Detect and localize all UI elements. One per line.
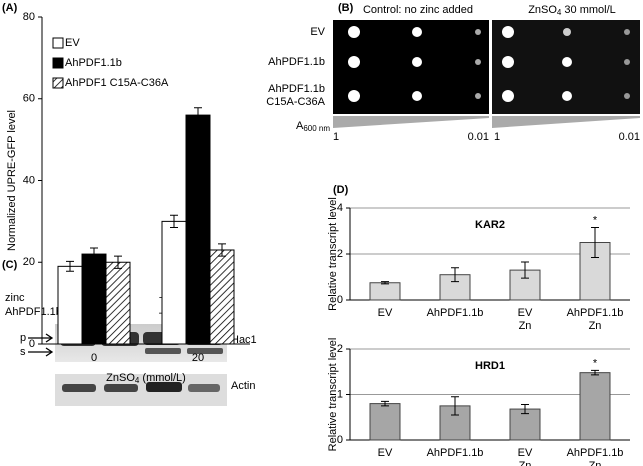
x-tick-label: EV xyxy=(378,307,393,319)
legend-swatch xyxy=(52,57,64,69)
y-tick-label: 2 xyxy=(337,248,343,260)
row-label: AhPDF1.1b xyxy=(5,306,62,318)
error-bar xyxy=(66,260,74,272)
legend-swatch xyxy=(52,77,64,89)
colonies xyxy=(348,26,630,102)
x-axis-label-part: 4 xyxy=(135,376,140,385)
dilution-wedge xyxy=(492,116,640,128)
annotation: * xyxy=(593,214,598,226)
y-axis-label: Relative transcript level xyxy=(327,197,339,311)
dilution-label: 1 xyxy=(494,131,500,143)
error-bar xyxy=(381,281,389,285)
gel-bands xyxy=(62,382,220,392)
y-tick-label: 20 xyxy=(23,256,35,268)
row-label: zinc xyxy=(5,292,25,304)
x-tick-label: Zn xyxy=(589,320,602,332)
absorbance-label: A600 nm xyxy=(296,120,330,133)
dilution-wedge xyxy=(333,116,489,128)
x-tick-label: Zn xyxy=(519,320,532,332)
bar xyxy=(161,220,187,345)
panel-label: (D) xyxy=(333,184,349,196)
bar xyxy=(57,265,83,345)
y-tick-label: 1 xyxy=(337,388,343,400)
dilution-label: 0.01 xyxy=(468,131,489,143)
bar xyxy=(579,372,611,441)
bar xyxy=(369,282,401,301)
x-tick-label: AhPDF1.1b xyxy=(567,307,624,319)
band-label: s xyxy=(20,346,26,358)
strain-label: C15A-C36A xyxy=(266,96,325,108)
y-tick-label: 80 xyxy=(23,11,35,23)
x-tick-label: 0 xyxy=(91,352,97,364)
x-axis-label-part: (mmol/L) xyxy=(139,372,185,384)
error-bar xyxy=(194,107,202,123)
error-bar xyxy=(521,261,529,279)
bar xyxy=(81,253,107,345)
legend-label: EV xyxy=(65,37,80,49)
y-tick-label: 60 xyxy=(23,93,35,105)
chart-title: KAR2 xyxy=(475,219,505,231)
x-tick-label: EV xyxy=(518,447,533,459)
error-bar xyxy=(451,396,459,416)
dilution-label: 1 xyxy=(333,131,339,143)
panel-label: (C) xyxy=(2,259,18,271)
dilution-label: 0.01 xyxy=(619,131,640,143)
panel-label: (A) xyxy=(2,2,18,14)
error-bar xyxy=(451,267,459,283)
error-bar xyxy=(170,214,178,229)
y-axis-label: Normalized UPRE-GFP level xyxy=(6,110,18,251)
bar xyxy=(369,403,401,441)
x-tick-label: EV xyxy=(518,307,533,319)
bar xyxy=(185,114,211,345)
arrow xyxy=(28,333,54,357)
band-label: p xyxy=(20,332,26,344)
legend-swatch xyxy=(52,37,64,49)
y-tick-label: 2 xyxy=(337,343,343,355)
legend-label: AhPDF1.1b xyxy=(65,57,122,69)
x-tick-label: 20 xyxy=(192,352,204,364)
y-tick-label: 4 xyxy=(337,202,343,214)
x-axis-label-part: ZnSO xyxy=(106,372,135,384)
strain-label: AhPDF1.1b xyxy=(268,56,325,68)
x-tick-label: Zn xyxy=(589,460,602,466)
condition-label: Control: no zinc added xyxy=(363,4,473,16)
y-axis-label: Relative transcript level xyxy=(327,338,339,452)
x-axis-label: ZnSO4 (mmol/L) xyxy=(106,372,186,385)
y-tick-label: 0 xyxy=(337,434,343,446)
gel-label: Actin xyxy=(231,380,255,392)
error-bar xyxy=(90,247,98,261)
error-bar xyxy=(521,404,529,415)
error-bar xyxy=(114,255,122,269)
y-tick-label: 0 xyxy=(29,338,35,350)
bar xyxy=(209,249,235,345)
error-bar xyxy=(218,243,226,257)
chart-title: HRD1 xyxy=(475,360,505,372)
x-tick-label: EV xyxy=(378,447,393,459)
error-bar xyxy=(591,369,599,376)
legend-label: AhPDF1 C15A-C36A xyxy=(65,77,169,89)
strain-label: EV xyxy=(310,26,325,38)
panel-label: (B) xyxy=(338,2,354,14)
error-bar xyxy=(591,227,599,258)
bar xyxy=(509,408,541,441)
strain-label: AhPDF1.1b xyxy=(268,83,325,95)
bar xyxy=(105,261,131,345)
gel-label: Hac1 xyxy=(231,334,257,346)
panel-b: (B) Control: no zinc added ZnSO4 30 mmol… xyxy=(266,2,640,143)
x-tick-label: AhPDF1.1b xyxy=(427,447,484,459)
annotation: * xyxy=(593,357,598,369)
y-tick-label: 0 xyxy=(337,294,343,306)
x-tick-label: AhPDF1.1b xyxy=(427,307,484,319)
y-tick-label: 40 xyxy=(23,174,35,186)
condition-label: ZnSO4 30 mmol/L xyxy=(528,4,616,17)
x-tick-label: AhPDF1.1b xyxy=(567,447,624,459)
x-tick-label: Zn xyxy=(519,460,532,466)
error-bar xyxy=(381,400,389,407)
